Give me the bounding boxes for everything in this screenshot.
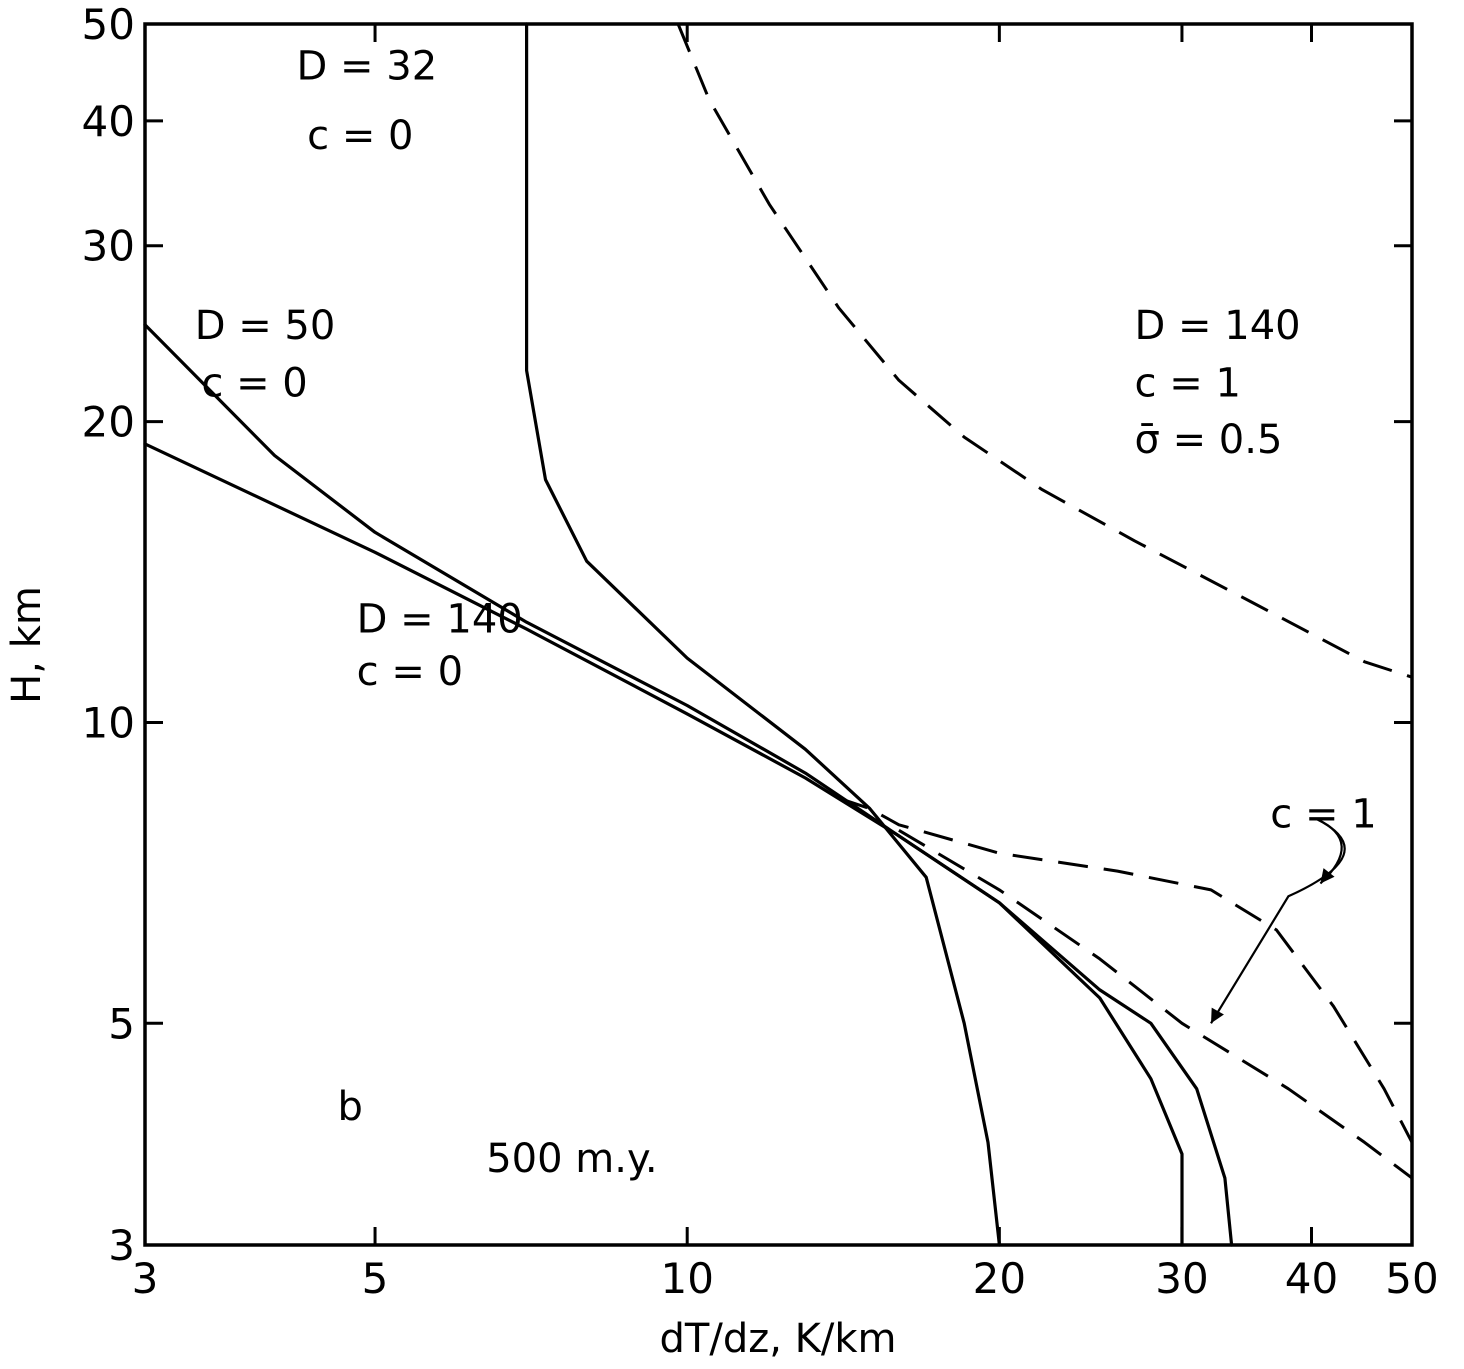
series-line-1 <box>525 22 1001 1247</box>
x-tick-label: 20 <box>973 1254 1026 1303</box>
plot-frame <box>143 22 1414 1247</box>
annotation-8: c = 1 <box>1135 360 1241 406</box>
y-tick-label: 3 <box>108 1221 135 1270</box>
annotation-10: c = 1 <box>1270 792 1376 838</box>
series-lines <box>143 22 1414 1247</box>
y-axis-title: H, km <box>4 586 50 704</box>
annotation-7: D = 140 <box>1135 303 1301 349</box>
y-tick-label: 40 <box>82 97 135 146</box>
curve-annotations: D = 32 c = 0 D = 50 c = 0 D = 140 c = 0 D = 14… <box>195 43 1377 1181</box>
x-tick-label: 30 <box>1155 1254 1208 1303</box>
x-tick-label: 5 <box>362 1254 389 1303</box>
arrow-head <box>1211 1007 1224 1024</box>
x-tick-label: 10 <box>660 1254 713 1303</box>
arrow-head <box>1320 868 1335 884</box>
axis-ticks <box>143 22 1414 1247</box>
y-tick-label: 5 <box>108 999 135 1048</box>
annotation-4: c = 0 <box>201 360 307 406</box>
series-line-4 <box>676 23 1413 679</box>
x-axis-title: dT/dz, K/km <box>660 1316 897 1362</box>
series-line-2 <box>143 323 1184 1247</box>
y-tick-labels: 3 5 10 20 30 40 50 <box>82 0 135 1270</box>
series-line-3 <box>143 442 1234 1247</box>
annotation-2: c = 0 <box>307 113 413 159</box>
y-tick-label: 50 <box>82 0 135 49</box>
series-line-5 <box>838 796 1414 1144</box>
annotation-9: σ̄ = 0.5 <box>1135 417 1283 463</box>
callout-arrow-lower <box>1210 818 1346 1024</box>
y-tick-label: 30 <box>82 222 135 271</box>
annotation-1: D = 32 <box>297 43 438 89</box>
series-line-6 <box>898 829 1413 1180</box>
x-tick-label: 40 <box>1285 1254 1338 1303</box>
annotation-3: D = 50 <box>195 303 336 349</box>
annotation-5: D = 140 <box>357 597 523 643</box>
x-tick-label: 50 <box>1385 1254 1438 1303</box>
x-tick-labels: 3 5 10 20 30 40 50 <box>132 1254 1439 1303</box>
annotation-12: 500 m.y. <box>486 1136 657 1182</box>
callout-arrows <box>1210 818 1346 1024</box>
y-tick-label: 20 <box>82 398 135 447</box>
x-tick-label: 3 <box>132 1254 159 1303</box>
y-tick-label: 10 <box>82 698 135 747</box>
annotation-11: b <box>337 1084 362 1130</box>
annotation-6: c = 0 <box>357 649 463 695</box>
